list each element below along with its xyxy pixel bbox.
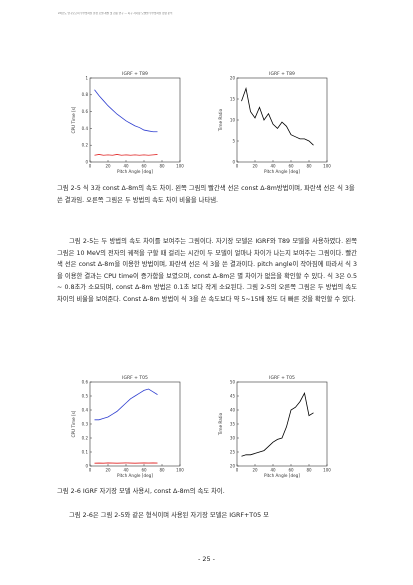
y-tick-label: 0.3 xyxy=(82,421,89,426)
x-tick-label: 80 xyxy=(306,164,312,169)
series-line-1 xyxy=(241,392,314,457)
chart-title: IGRF + T05 xyxy=(269,375,295,381)
y-tick-label: 1 xyxy=(85,75,88,80)
y-tick-label: 30 xyxy=(230,435,236,440)
y-tick-label: 0.6 xyxy=(82,109,89,114)
time-ratio-chart-t05: IGRF + T05 0 20 40 60 80 100 20 25 30 35 40 45 50 Pitc… xyxy=(217,372,337,484)
y-tick-label: 0.8 xyxy=(82,92,89,97)
x-axis-label: Pitch Angle [deg] xyxy=(117,169,153,174)
cpu-time-chart-t05: IGRF + T05 0 20 40 60 80 100 0 0.1 0.2 0.3 0.4 0.5 0.… xyxy=(70,372,190,484)
time-ratio-chart-t89: IGRF + T89 0 20 40 60 80 100 0 5 10 15 20 Pitch Angl… xyxy=(217,68,337,180)
y-axis-label: CPU Time [s] xyxy=(71,106,76,133)
y-tick-label: 0 xyxy=(232,159,235,164)
y-tick-label: 10 xyxy=(230,117,236,122)
y-tick-label: 0.2 xyxy=(82,143,89,148)
x-tick-label: 20 xyxy=(105,468,111,473)
x-tick-label: 100 xyxy=(323,164,331,169)
y-tick-label: 0.4 xyxy=(82,126,89,131)
plot-frame xyxy=(89,77,181,163)
y-tick-label: 0.5 xyxy=(82,393,89,398)
figure-caption-2-5: 그림 2-5 식 3과 const Δ-8m의 속도 차이. 왼쪽 그림의 빨간… xyxy=(57,185,355,204)
y-tick-label: 5 xyxy=(232,138,235,143)
y-axis-label: Time Ratio xyxy=(218,412,223,436)
x-axis-label: Pitch Angle [deg] xyxy=(117,473,153,478)
y-tick-label: 0 xyxy=(85,463,88,468)
x-tick-label: 80 xyxy=(159,164,165,169)
page-number: - 25 - xyxy=(197,555,216,563)
x-tick-label: 20 xyxy=(252,164,258,169)
x-tick-label: 20 xyxy=(105,164,111,169)
x-tick-label: 40 xyxy=(270,468,276,473)
plot-frame xyxy=(236,381,328,467)
x-tick-label: 80 xyxy=(306,468,312,473)
chart-title: IGRF + T89 xyxy=(122,71,148,77)
x-tick-label: 60 xyxy=(141,468,147,473)
y-tick-label: 0.6 xyxy=(82,379,89,384)
x-axis-label: Pitch Angle [deg] xyxy=(264,169,300,174)
x-tick-label: 0 xyxy=(236,164,239,169)
y-tick-label: 0.2 xyxy=(82,435,89,440)
chart-title: IGRF + T05 xyxy=(122,375,148,381)
series-line-2 xyxy=(94,154,158,156)
x-tick-label: 40 xyxy=(123,164,129,169)
chart-title: IGRF + T89 xyxy=(269,71,295,77)
y-axis-label: CPU Time [s] xyxy=(71,410,76,437)
cpu-time-chart-t89: IGRF + T89 0 20 40 60 80 100 0 0.2 0.4 0.6 0.8 1 Pitc… xyxy=(70,68,190,180)
running-header: 2차년도 연구보고서 우주방사선 환경 모델 개발 및 검증 연구 — 지구 자… xyxy=(58,12,173,15)
y-tick-label: 0 xyxy=(85,159,88,164)
x-axis-label: Pitch Angle [deg] xyxy=(264,473,300,478)
x-tick-label: 60 xyxy=(288,468,294,473)
y-tick-label: 50 xyxy=(230,379,236,384)
y-tick-label: 0.1 xyxy=(82,449,89,454)
x-tick-label: 40 xyxy=(270,164,276,169)
series-line-1 xyxy=(94,89,158,133)
x-tick-label: 60 xyxy=(141,164,147,169)
x-tick-label: 100 xyxy=(176,164,184,169)
x-tick-label: 100 xyxy=(323,468,331,473)
y-tick-label: 35 xyxy=(230,421,236,426)
y-axis-label: Time Ratio xyxy=(218,108,223,132)
y-tick-label: 20 xyxy=(230,463,236,468)
series-line-1 xyxy=(94,388,158,421)
y-tick-label: 45 xyxy=(230,393,236,398)
x-tick-label: 0 xyxy=(89,164,92,169)
y-tick-label: 0.4 xyxy=(82,407,89,412)
x-tick-label: 100 xyxy=(176,468,184,473)
y-tick-label: 15 xyxy=(230,96,236,101)
y-tick-label: 25 xyxy=(230,449,236,454)
x-tick-label: 20 xyxy=(252,468,258,473)
y-tick-label: 20 xyxy=(230,75,236,80)
plot-frame xyxy=(236,77,328,163)
x-tick-label: 80 xyxy=(159,468,165,473)
series-line-1 xyxy=(241,86,314,146)
body-paragraph-2: 그림 2-6은 그림 2-5와 같은 형식이며 사용된 자기장 모델은 IGRF… xyxy=(69,512,269,519)
body-paragraph-1: 그림 2-5는 두 방법의 속도 차이를 보여주는 그림이다. 자기장 모델은 … xyxy=(57,238,357,303)
x-tick-label: 40 xyxy=(123,468,129,473)
y-tick-label: 40 xyxy=(230,407,236,412)
x-tick-label: 0 xyxy=(236,468,239,473)
figure-caption-2-6: 그림 2-6 IGRF 자기장 모델 사용시, const Δ-8m의 속도 차… xyxy=(57,488,225,495)
x-tick-label: 60 xyxy=(288,164,294,169)
plot-frame xyxy=(89,381,181,467)
x-tick-label: 0 xyxy=(89,468,92,473)
